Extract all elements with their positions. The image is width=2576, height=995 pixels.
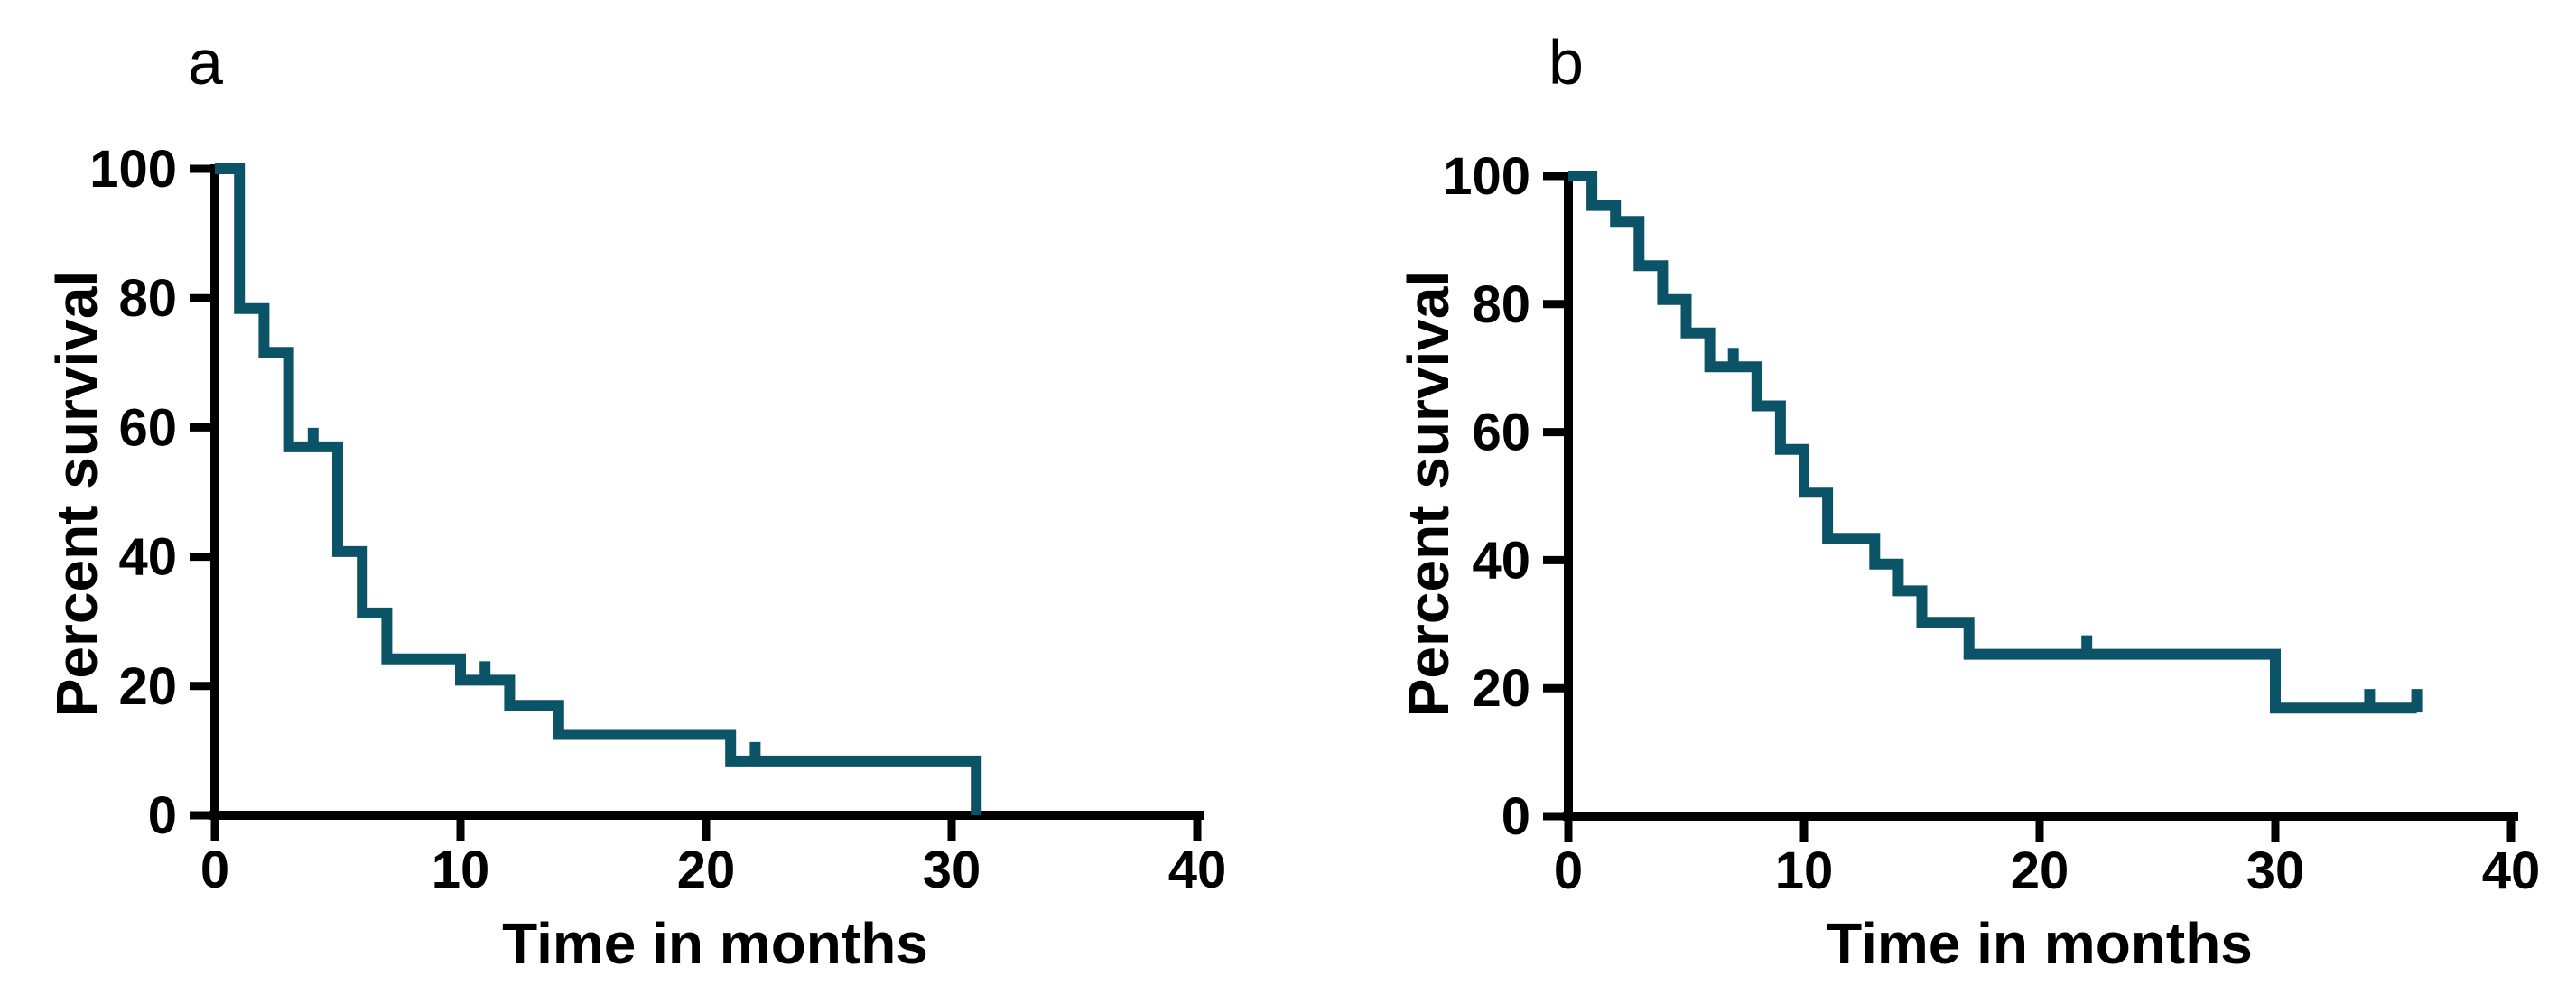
y-tick-label: 0 (1502, 787, 1530, 846)
x-tick-label: 20 (2011, 842, 2069, 900)
x-tick-label: 10 (1775, 842, 1834, 900)
panel-a-plot: 0 10 20 30 40 0 20 40 60 80 100 (89, 140, 1227, 899)
y-tick-label: 40 (118, 528, 177, 587)
panel-b-letter: b (1548, 27, 1584, 98)
x-tick-label: 0 (1554, 842, 1583, 900)
x-tick-label: 0 (200, 841, 229, 899)
panel-b-x-axis-title: Time in months (1827, 911, 2253, 976)
x-tick-label: 10 (432, 841, 490, 899)
panel-a-x-axis-title: Time in months (502, 911, 928, 976)
x-tick-label: 20 (677, 841, 736, 899)
x-tick-label: 30 (2246, 842, 2305, 900)
y-tick-label: 100 (1443, 147, 1530, 206)
panel-a: a Percent survival Time in months 0 10 20 3… (44, 27, 1227, 976)
y-tick-label: 60 (1472, 404, 1530, 462)
panel-a-letter: a (188, 27, 223, 98)
survival-curve (1568, 171, 2417, 714)
panel-b-plot: 0 10 20 30 40 0 20 40 60 80 100 (1443, 147, 2541, 900)
y-tick-label: 100 (89, 140, 177, 199)
y-tick-label: 0 (148, 786, 177, 845)
y-tick-label: 40 (1472, 531, 1530, 590)
y-tick-label: 80 (118, 269, 177, 328)
panel-b: b Percent survival Time in months 0 10 20 3… (1288, 0, 2576, 995)
y-tick-label: 60 (118, 398, 177, 457)
x-tick-label: 30 (923, 841, 981, 899)
y-tick-label: 20 (118, 657, 177, 716)
y-tick-label: 20 (1472, 659, 1530, 718)
y-tick-label: 80 (1472, 275, 1530, 334)
survival-curve (215, 163, 982, 815)
x-tick-label: 40 (1168, 841, 1227, 899)
x-tick-label: 40 (2482, 842, 2541, 900)
